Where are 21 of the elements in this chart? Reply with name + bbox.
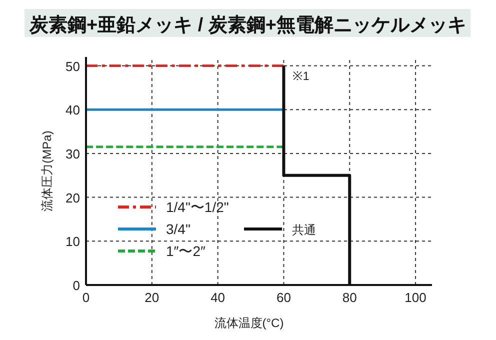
y-tick-label: 20 xyxy=(66,190,80,206)
annotation: ※1 xyxy=(292,68,310,83)
x-tick-label: 100 xyxy=(404,290,426,305)
y-tick-label: 50 xyxy=(66,58,80,74)
chart-title: 炭素鋼+亜鉛メッキ / 炭素鋼+無電解ニッケルメッキ xyxy=(28,14,467,36)
x-tick-label: 60 xyxy=(276,290,291,305)
x-axis-title: 流体温度(°C) xyxy=(214,316,284,330)
y-axis-title: 流体圧力(MPa) xyxy=(40,130,54,212)
x-tick-label: 80 xyxy=(342,290,357,305)
legend-label: 1/4"〜1/2" xyxy=(166,199,229,215)
legend-label: 1″〜2″ xyxy=(166,243,206,259)
legend-label: 3/4" xyxy=(166,221,190,237)
title: 炭素鋼+亜鉛メッキ / 炭素鋼+無電解ニッケルメッキ xyxy=(24,9,471,37)
y-tick-label: 10 xyxy=(66,234,80,250)
y-tick-label: 0 xyxy=(72,278,80,293)
x-tick-label: 40 xyxy=(210,290,226,305)
x-tick-label: 20 xyxy=(144,290,160,305)
legend-label: 共通 xyxy=(292,223,316,237)
y-tick-label: 30 xyxy=(66,146,80,162)
y-tick-label: 40 xyxy=(66,102,80,118)
x-tick-label: 0 xyxy=(82,290,90,305)
